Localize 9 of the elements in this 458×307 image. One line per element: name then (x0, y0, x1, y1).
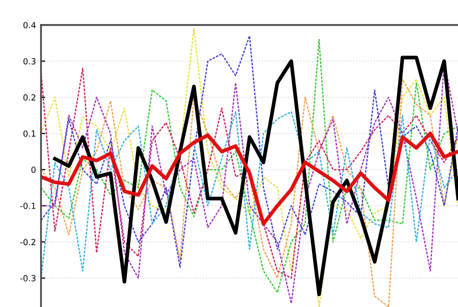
y-tick-label: 0.3 (23, 58, 36, 64)
y-tick-label: 0.1 (23, 130, 36, 137)
y-tick-label: 0 (31, 166, 36, 173)
y-tick-label: -0.3 (20, 275, 36, 282)
line-series (41, 132, 458, 226)
y-tick-label: 0.4 (23, 22, 36, 28)
y-tick-label: -0.1 (20, 202, 36, 210)
y-tick-label: 0.2 (23, 94, 36, 101)
y-tick-label: -0.2 (20, 238, 36, 246)
